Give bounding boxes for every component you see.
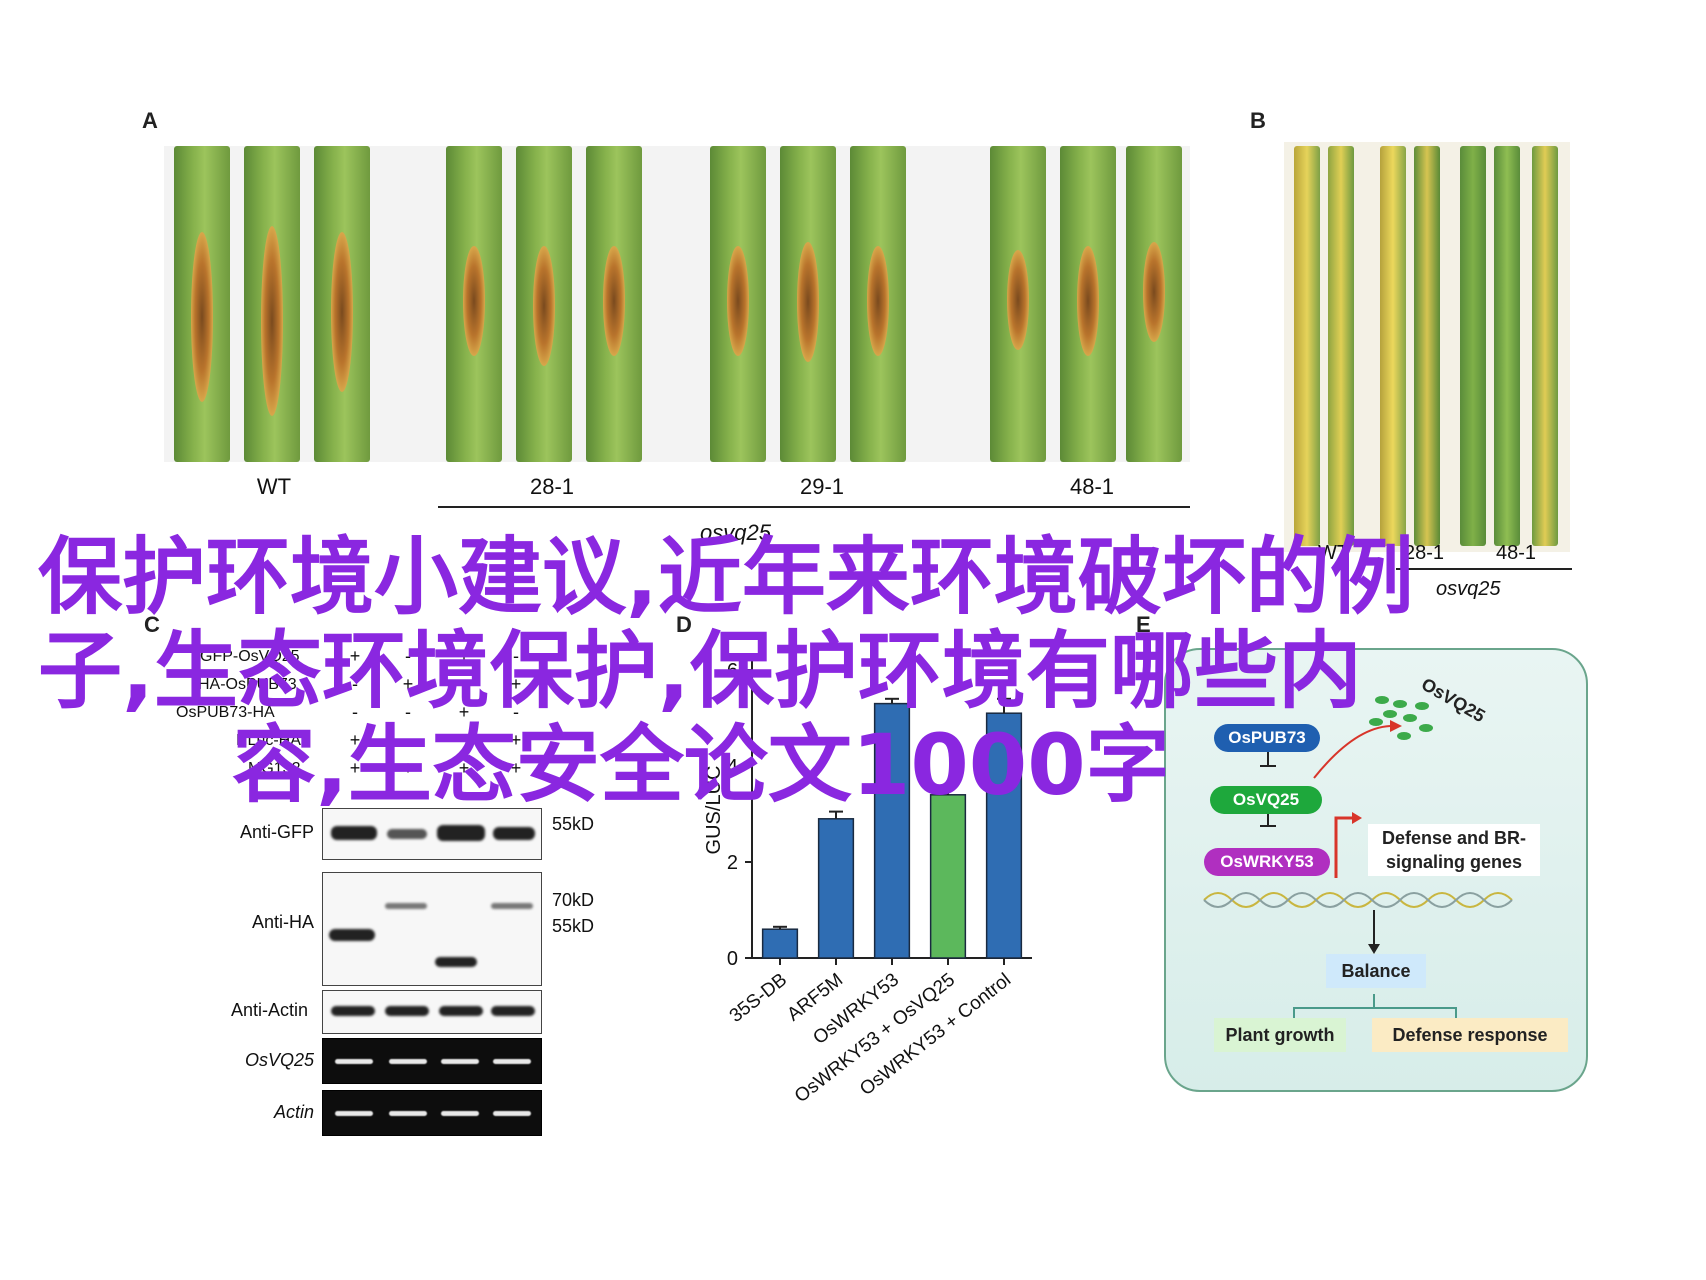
pm-r1-c1: + xyxy=(349,646,361,666)
panel-c-label: C xyxy=(144,612,160,637)
sample-label-3: OsPUB73-HA xyxy=(176,704,275,721)
chart-y-tick-label: 0 xyxy=(727,948,738,970)
blot-row-label-anti-gfp: Anti-GFP xyxy=(239,822,314,842)
node-oswrky53: OsWRKY53 xyxy=(1204,848,1330,876)
pm-r4-c1: + xyxy=(349,730,361,750)
marker-70kd-ha: 70kD xyxy=(552,890,595,910)
pm-r5-c3: + xyxy=(458,758,470,778)
sample-label-4: NLuc-HA xyxy=(236,732,301,749)
panel-b-label: B xyxy=(1250,108,1266,133)
pm-r3-c3: + xyxy=(458,702,470,722)
blot-row-label-actin: Actin xyxy=(273,1102,314,1122)
blot-anti-actin xyxy=(322,990,542,1034)
pm-r1-c3: + xyxy=(458,646,470,666)
chart-y-tick-label: 2 xyxy=(727,852,738,874)
blot-row-label-osvq25: OsVQ25 xyxy=(244,1050,314,1070)
chart-bar xyxy=(873,702,911,959)
panel-a-genotype-48-1: 48-1 xyxy=(1069,474,1115,499)
marker-55kd-gfp: 55kD xyxy=(552,814,595,834)
pm-r4-c4: + xyxy=(510,730,522,750)
panel-e-label: E xyxy=(1136,612,1151,637)
panel-b-genotype-wt: WT xyxy=(1318,542,1350,564)
pm-r3-c1: - xyxy=(352,702,358,722)
panel-b-genotype-28-1: 28-1 xyxy=(1404,542,1445,564)
pm-r2-c4: + xyxy=(510,674,522,694)
node-balance: Balance xyxy=(1326,954,1426,988)
panel-b-group-line xyxy=(1396,568,1572,570)
gus-luc-bar-chart: GUS/LUC 024635S-DBARF5MOsWRKY53OsWRKY53 … xyxy=(703,660,1032,1107)
node-plant-growth: Plant growth xyxy=(1214,1018,1346,1052)
blot-row-label-anti-ha: Anti-HA xyxy=(251,912,314,932)
pm-r2-c1: - xyxy=(352,674,358,694)
node-ospub73: OsPUB73 xyxy=(1214,724,1320,752)
panel-a-label: A xyxy=(142,108,158,133)
sample-label-2: HA-OsPUB73 xyxy=(198,676,297,693)
panel-d-label: D xyxy=(676,612,692,637)
blot-anti-gfp xyxy=(322,808,542,860)
panel-b-group-label: osvq25 xyxy=(1436,578,1501,600)
node-target-genes: Defense and BR-signaling genes xyxy=(1368,824,1540,876)
blot-actin xyxy=(322,1090,542,1136)
pm-r3-c2: - xyxy=(405,702,411,722)
pm-r4-c2: - xyxy=(405,730,411,750)
pm-r5-c4: + xyxy=(510,758,522,778)
panel-a-genotype-28-1: 28-1 xyxy=(529,474,575,499)
overlay-title-line-1: 保护环境小建议,近年来环境破坏的例 xyxy=(38,528,1414,626)
chart-y-tick-label: 4 xyxy=(727,756,738,778)
sample-label-1: GFP-OsVQ25 xyxy=(200,648,300,665)
pm-r5-c1: + xyxy=(349,758,361,778)
pm-r4-c3: - xyxy=(461,730,467,750)
overlay-title-line-3: 容,生态安全论文1000字 xyxy=(232,716,1170,814)
blot-anti-ha xyxy=(322,872,542,986)
marker-55kd-ha: 55kD xyxy=(552,916,595,936)
panel-a-genotype-wt: WT xyxy=(256,474,292,499)
chart-y-tick-label: 6 xyxy=(727,660,738,682)
overlay-title-line-2: 子,生态环境保护,保护环境有哪些内 xyxy=(38,622,1362,720)
blot-row-label-anti-actin: Anti-Actin xyxy=(230,1000,308,1020)
panel-a-group-line xyxy=(438,506,1190,508)
panel-a-leaf-photo xyxy=(164,146,1190,462)
node-defense-response: Defense response xyxy=(1372,1018,1568,1052)
chart-bar xyxy=(761,928,799,959)
pm-r3-c4: - xyxy=(513,702,519,722)
chart-bar xyxy=(929,794,967,959)
blot-osvq25 xyxy=(322,1038,542,1084)
sample-label-5: MG132 xyxy=(248,760,301,777)
pm-r2-c3: - xyxy=(461,674,467,694)
chart-y-axis-label: GUS/LUC xyxy=(703,766,725,855)
panel-b-genotype-48-1: 48-1 xyxy=(1496,542,1537,564)
panel-b-leaf-photo xyxy=(1284,142,1570,552)
node-osvq25: OsVQ25 xyxy=(1210,786,1322,814)
model-diagram-connectors xyxy=(1203,696,1513,1020)
pm-r1-c2: - xyxy=(405,646,411,666)
pm-r5-c2: + xyxy=(402,758,414,778)
chart-x-tick-label: 35S-DB xyxy=(726,969,791,1027)
panel-a-genotype-29-1: 29-1 xyxy=(799,474,845,499)
chart-bar xyxy=(817,818,855,959)
panel-a-group-label: osvq25 xyxy=(700,520,771,545)
pm-r2-c2: + xyxy=(402,674,414,694)
pm-r1-c4: - xyxy=(513,646,519,666)
